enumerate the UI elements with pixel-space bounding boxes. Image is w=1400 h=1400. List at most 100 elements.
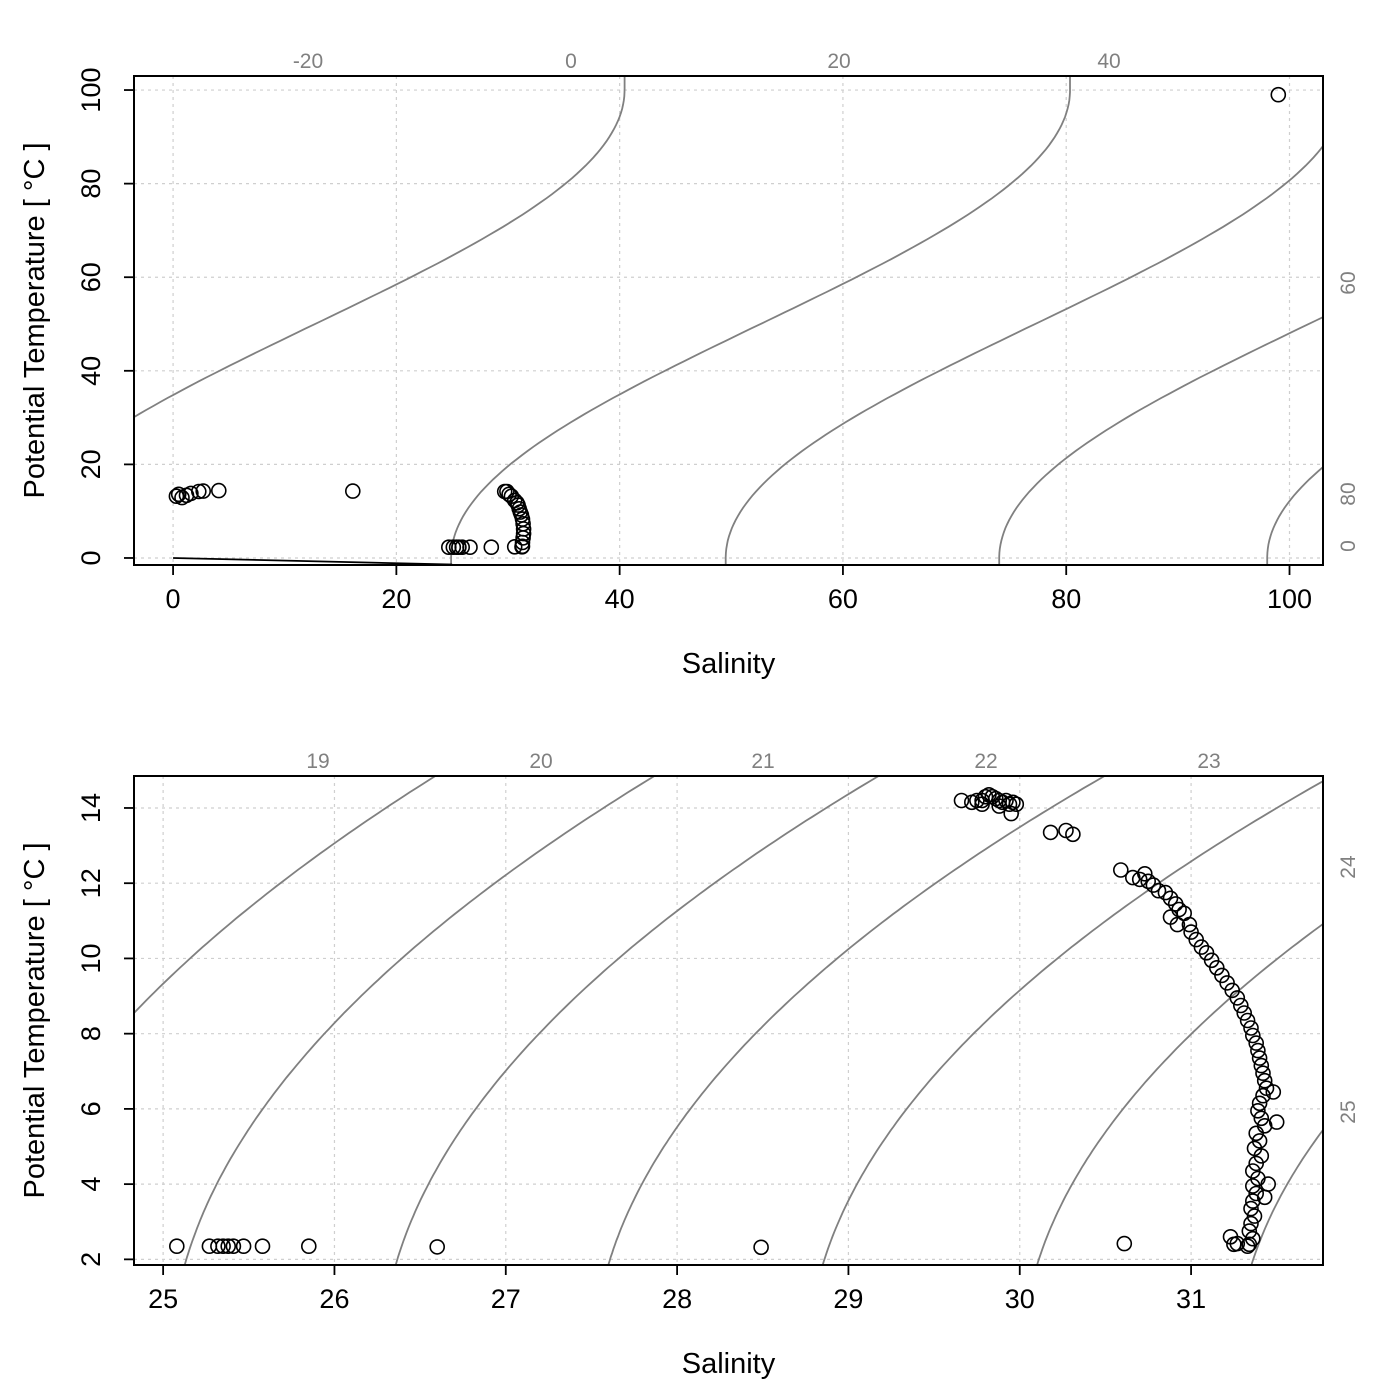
data-point — [344, 483, 361, 499]
isopycnal-label-top: 22 — [974, 750, 997, 773]
data-point — [1256, 1072, 1273, 1089]
data-point — [1243, 1200, 1259, 1217]
data-point — [1157, 884, 1174, 901]
x-tick-label: 100 — [1267, 584, 1312, 614]
data-point — [1162, 890, 1179, 907]
data-point — [191, 483, 207, 500]
data-point — [1233, 997, 1249, 1014]
x-tick-label: 80 — [1051, 584, 1081, 614]
x-tick-label: 31 — [1176, 1284, 1206, 1314]
data-point — [1131, 871, 1148, 888]
data-point — [1250, 1042, 1266, 1059]
y-tick-label: 40 — [76, 356, 106, 386]
x-tick-label: 40 — [605, 584, 635, 614]
data-point — [220, 1238, 236, 1254]
data-point — [1245, 1178, 1261, 1194]
data-point — [1169, 916, 1186, 933]
data-point — [1145, 877, 1162, 893]
data-point — [953, 792, 970, 809]
data-point — [211, 482, 227, 499]
data-point — [1140, 873, 1156, 890]
data-point — [1137, 865, 1153, 882]
isopycnal-line — [724, 144, 1323, 565]
data-point — [1251, 1095, 1268, 1112]
data-point — [1255, 1087, 1271, 1104]
data-point — [1003, 805, 1020, 822]
data-point — [1251, 1050, 1268, 1066]
isopycnal-label-right: 24 — [1337, 855, 1360, 879]
isopycnal-line — [821, 780, 1323, 1265]
data-point — [506, 538, 523, 555]
data-point — [514, 538, 530, 555]
x-axis-title: Salinity — [682, 648, 776, 680]
data-point — [1042, 824, 1059, 841]
data-point — [1243, 1020, 1259, 1036]
y-tick-label: 100 — [76, 68, 106, 113]
data-point — [499, 483, 515, 500]
x-tick-label: 30 — [1005, 1284, 1035, 1314]
data-points — [169, 786, 1285, 1256]
isopycnal-label-top: 20 — [827, 50, 850, 73]
isopycnal-line — [607, 776, 1105, 1265]
isopycnal-line — [1250, 1128, 1323, 1265]
y-tick-label: 60 — [76, 262, 106, 292]
x-axis: 25 26 27 28 29 30 31 Salinity — [148, 1264, 1206, 1380]
data-point — [1150, 882, 1167, 899]
data-point — [753, 1239, 769, 1256]
data-point — [974, 796, 990, 813]
isopycnal-label-top: 0 — [565, 50, 577, 73]
x-tick-label: 60 — [828, 584, 858, 614]
x-axis: 0 20 40 60 80 100 Salinity — [166, 564, 1312, 680]
y-axis-title: Potential Temperature [ °C ] — [19, 842, 51, 1198]
x-tick-label: 28 — [662, 1284, 692, 1314]
y-tick-label: 0 — [76, 550, 106, 565]
isopycnal-label-top: 20 — [529, 750, 552, 773]
data-point — [1236, 1005, 1252, 1021]
isopycnal-contours — [134, 776, 1323, 1265]
isopycnal-label-right: 60 — [1337, 271, 1360, 294]
data-point — [1245, 1027, 1261, 1044]
freezing-line — [173, 557, 453, 566]
isopycnal-line — [134, 776, 436, 1015]
isopycnal-line — [998, 316, 1323, 565]
data-point — [1065, 826, 1081, 843]
data-point — [225, 1238, 242, 1254]
data-point — [1255, 1065, 1271, 1081]
data-point — [215, 1238, 231, 1254]
data-point — [483, 539, 500, 556]
x-tick-label: 25 — [148, 1284, 178, 1314]
isopycnal-label-top: -20 — [293, 50, 323, 73]
data-point — [1222, 1229, 1239, 1245]
y-tick-label: 20 — [76, 449, 106, 479]
data-point — [1248, 1035, 1264, 1051]
data-point — [254, 1238, 271, 1254]
data-point — [1248, 1125, 1264, 1142]
data-point — [1229, 990, 1246, 1006]
y-tick-label: 12 — [76, 868, 106, 898]
data-point — [991, 798, 1008, 814]
y-axis: 2 4 6 8 10 12 14 Potential Temperature [ °C ] — [19, 793, 135, 1267]
data-point — [1239, 1012, 1256, 1029]
data-point — [1243, 1215, 1259, 1232]
x-tick-label: 26 — [319, 1284, 349, 1314]
data-point — [1248, 1185, 1264, 1202]
data-point — [300, 1238, 317, 1254]
top-ts-plot: -20 0 20 40 60 80 0 0 20 40 60 80 100 Salinity 0 20 40 60… — [19, 50, 1360, 680]
isopycnal-line — [450, 76, 1071, 565]
data-point — [168, 488, 185, 505]
data-point — [1253, 1110, 1270, 1127]
data-point — [1008, 796, 1025, 813]
isopycnal-label-right: 80 — [1337, 482, 1360, 505]
data-point — [1113, 862, 1129, 878]
data-point — [1246, 1208, 1263, 1224]
data-point — [1253, 1057, 1270, 1074]
y-tick-label: 8 — [76, 1026, 106, 1041]
isopycnal-line — [1266, 465, 1323, 565]
isopycnal-line — [134, 76, 626, 419]
y-tick-label: 4 — [76, 1177, 106, 1192]
isopycnal-label-top: 23 — [1197, 750, 1220, 773]
y-tick-label: 14 — [76, 793, 106, 823]
x-tick-label: 20 — [381, 584, 411, 614]
data-point — [1248, 1155, 1264, 1172]
